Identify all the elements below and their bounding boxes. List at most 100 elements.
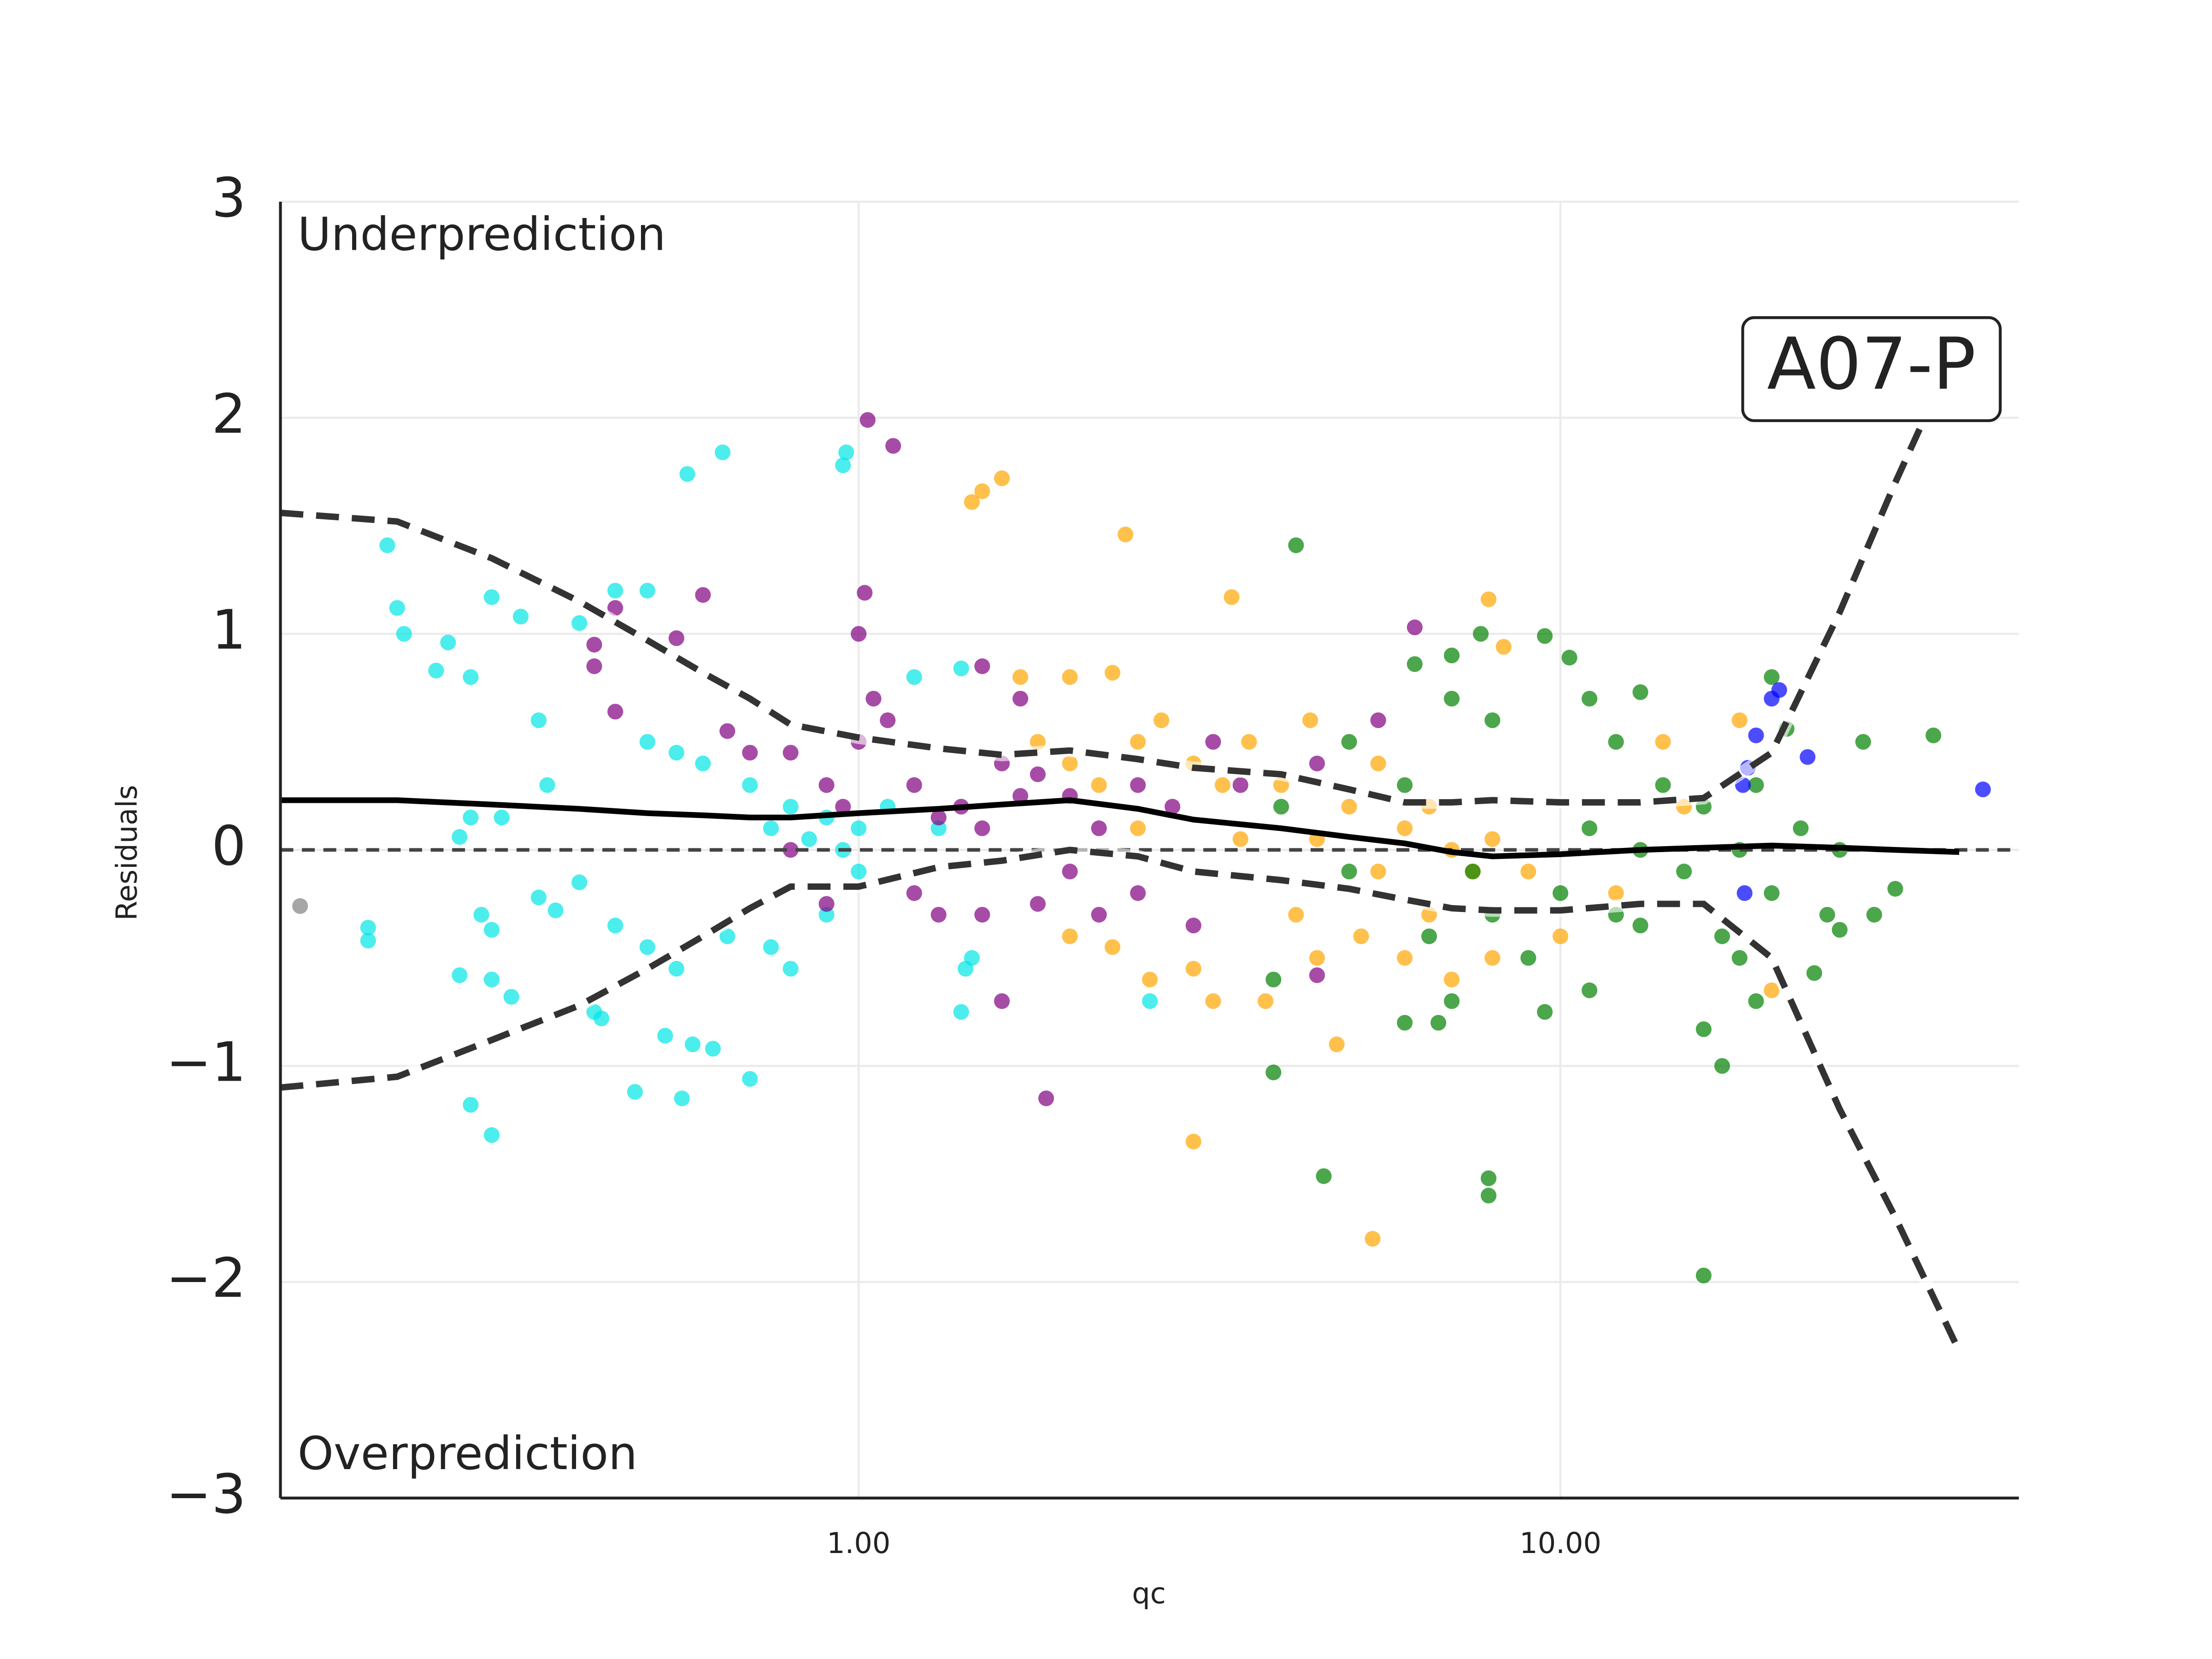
point bbox=[763, 820, 779, 836]
point bbox=[1632, 918, 1648, 934]
point bbox=[639, 939, 655, 955]
point bbox=[1130, 820, 1146, 836]
point bbox=[1288, 537, 1304, 553]
point bbox=[1764, 885, 1780, 901]
point bbox=[1444, 993, 1460, 1009]
point bbox=[1130, 777, 1146, 793]
point bbox=[835, 457, 851, 473]
point bbox=[838, 444, 854, 460]
point bbox=[1866, 906, 1883, 923]
point bbox=[1224, 589, 1240, 605]
point bbox=[1397, 1015, 1413, 1031]
point bbox=[1484, 831, 1500, 847]
point bbox=[1421, 928, 1437, 944]
point bbox=[1793, 820, 1809, 836]
point bbox=[1473, 626, 1489, 642]
point bbox=[851, 820, 867, 836]
point bbox=[1748, 777, 1764, 793]
point bbox=[1142, 993, 1158, 1009]
point bbox=[1925, 727, 1941, 743]
point bbox=[607, 918, 624, 934]
point bbox=[668, 961, 684, 977]
point bbox=[1091, 820, 1107, 836]
point bbox=[1130, 885, 1146, 901]
point bbox=[964, 494, 980, 510]
point bbox=[906, 885, 922, 901]
point bbox=[396, 626, 412, 642]
point bbox=[1736, 885, 1753, 901]
point bbox=[1232, 831, 1248, 847]
point bbox=[1495, 639, 1512, 655]
point bbox=[782, 842, 799, 858]
point bbox=[1800, 749, 1816, 765]
y-tick-label: −2 bbox=[166, 1246, 246, 1310]
point bbox=[1142, 971, 1158, 988]
point bbox=[1676, 864, 1692, 880]
point bbox=[483, 1127, 500, 1143]
point bbox=[1975, 781, 1991, 798]
point bbox=[719, 928, 735, 944]
point bbox=[818, 906, 835, 923]
point bbox=[865, 690, 882, 707]
point bbox=[512, 608, 529, 624]
point bbox=[851, 864, 867, 880]
point bbox=[1258, 993, 1274, 1009]
point bbox=[695, 587, 711, 603]
point bbox=[1153, 712, 1170, 729]
point bbox=[1397, 950, 1413, 966]
point bbox=[782, 745, 799, 761]
point bbox=[782, 799, 799, 815]
point bbox=[1887, 881, 1903, 897]
point bbox=[1553, 928, 1569, 944]
point bbox=[440, 635, 456, 651]
point bbox=[964, 950, 980, 966]
point bbox=[668, 630, 684, 646]
point bbox=[835, 799, 851, 815]
y-tick-label: 1 bbox=[212, 598, 246, 662]
point bbox=[530, 889, 547, 906]
point bbox=[1012, 690, 1029, 707]
point bbox=[1118, 526, 1134, 542]
point bbox=[953, 1004, 969, 1020]
point bbox=[1695, 1267, 1712, 1283]
point bbox=[1731, 950, 1747, 966]
point bbox=[1214, 777, 1230, 793]
point bbox=[571, 615, 588, 631]
point bbox=[1481, 1170, 1497, 1186]
point bbox=[1273, 799, 1289, 815]
point bbox=[494, 809, 510, 825]
point bbox=[1481, 591, 1497, 607]
point bbox=[657, 1028, 673, 1044]
point bbox=[586, 636, 602, 653]
point bbox=[1185, 918, 1201, 934]
point bbox=[684, 1036, 701, 1053]
y-tick-label: −1 bbox=[166, 1030, 246, 1094]
point bbox=[607, 582, 624, 599]
point bbox=[880, 712, 896, 729]
mean-line bbox=[280, 797, 1959, 859]
point bbox=[1316, 1168, 1332, 1184]
point bbox=[428, 663, 444, 679]
point bbox=[668, 745, 684, 761]
point bbox=[994, 470, 1010, 486]
point bbox=[1731, 712, 1747, 729]
point bbox=[801, 831, 817, 847]
point bbox=[530, 712, 547, 729]
marks bbox=[280, 339, 2019, 1354]
point bbox=[292, 898, 308, 914]
point bbox=[1185, 961, 1201, 977]
point bbox=[679, 466, 695, 482]
point bbox=[1165, 799, 1181, 815]
annotation-box-label: A07-P bbox=[1767, 323, 1976, 406]
point bbox=[463, 1097, 479, 1113]
point bbox=[452, 829, 468, 845]
point bbox=[974, 820, 990, 836]
point bbox=[1520, 864, 1536, 880]
point bbox=[1748, 727, 1764, 743]
point bbox=[360, 933, 376, 949]
point bbox=[742, 777, 758, 793]
point bbox=[1329, 1036, 1345, 1053]
point bbox=[742, 745, 758, 761]
point bbox=[763, 939, 779, 955]
